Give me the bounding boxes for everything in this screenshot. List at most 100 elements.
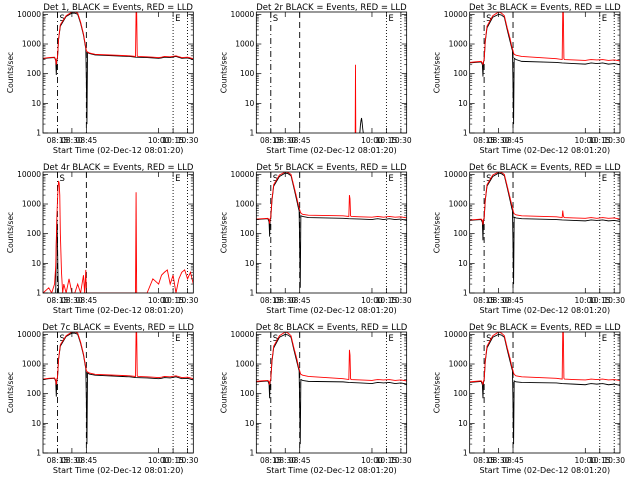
y-tick-label: 10 — [31, 419, 41, 428]
y-tick-label: 100 — [240, 69, 255, 78]
x-tick-label: 08:30 — [488, 456, 510, 465]
y-tick-label: 10 — [458, 419, 468, 428]
y-tick-label: 100 — [27, 389, 42, 398]
y-axis-label: Counts/sec — [6, 52, 15, 93]
series-line-lld — [469, 172, 620, 225]
series-line-lld — [469, 12, 620, 65]
x-tick-label: 08:45 — [289, 296, 311, 305]
x-tick-label: 10:00 — [574, 456, 596, 465]
x-axis-label: Start Time (02-Dec-12 08:01:20) — [480, 466, 611, 475]
panel-title: Det 9c BLACK = Events, RED = LLD — [469, 323, 621, 333]
x-tick-label: 08:45 — [502, 456, 524, 465]
x-tick-label: 10:30 — [390, 296, 412, 305]
y-tick-label: 1000 — [22, 40, 41, 49]
x-tick-label: 10:15 — [376, 456, 398, 465]
x-tick-label: 10:00 — [361, 136, 383, 145]
y-tick-label: 1 — [36, 449, 41, 458]
panel-title: Det 2r BLACK = Events, RED = LLD — [256, 3, 407, 13]
x-tick-label: 08:45 — [502, 136, 524, 145]
plot-frame — [42, 11, 194, 134]
y-tick-label: 10 — [245, 419, 255, 428]
series-line-lld — [256, 332, 407, 385]
x-tick-label: 10:15 — [376, 136, 398, 145]
y-tick-label: 10000 — [230, 170, 254, 179]
x-tick-label: 08:30 — [61, 136, 83, 145]
y-axis-label: Counts/sec — [6, 372, 15, 413]
panel-title: Det 6c BLACK = Events, RED = LLD — [469, 163, 621, 173]
panel-title: Det 8c BLACK = Events, RED = LLD — [256, 323, 408, 333]
y-axis-label: Counts/sec — [433, 212, 442, 253]
x-tick-label: 10:30 — [603, 456, 625, 465]
marker-label-E: E — [175, 14, 180, 24]
x-tick-label: 08:15 — [47, 456, 69, 465]
series-line-lld — [43, 12, 194, 65]
x-tick-label: 10:30 — [177, 456, 199, 465]
x-tick-label: 08:45 — [76, 136, 98, 145]
y-tick-label: 10 — [31, 259, 41, 268]
x-tick-label: 08:30 — [274, 296, 296, 305]
x-tick-label: 08:15 — [473, 456, 495, 465]
x-tick-label: 08:15 — [473, 296, 495, 305]
y-tick-label: 1000 — [449, 40, 468, 49]
panel-title: Det 7c BLACK = Events, RED = LLD — [42, 323, 194, 333]
series-line-events — [359, 117, 364, 133]
plot-frame — [469, 11, 621, 134]
marker-label-S: S — [59, 14, 64, 24]
y-tick-label: 1 — [36, 129, 41, 138]
y-tick-label: 1000 — [235, 200, 254, 209]
marker-label-E: E — [175, 174, 180, 184]
x-tick-label: 10:30 — [390, 136, 412, 145]
marker-label-E: E — [602, 14, 607, 24]
x-tick-label: 10:00 — [148, 296, 170, 305]
marker-label-E: E — [602, 334, 607, 344]
x-tick-label: 10:15 — [589, 456, 611, 465]
x-tick-label: 08:45 — [502, 296, 524, 305]
x-tick-label: 08:15 — [47, 136, 69, 145]
x-tick-label: 08:45 — [289, 136, 311, 145]
x-tick-label: 08:15 — [260, 136, 282, 145]
y-tick-label: 100 — [453, 229, 468, 238]
x-tick-label: 08:15 — [260, 296, 282, 305]
y-tick-label: 1 — [463, 449, 468, 458]
series-line-events — [256, 172, 407, 288]
x-tick-label: 10:00 — [361, 296, 383, 305]
x-tick-label: 10:30 — [177, 296, 199, 305]
y-tick-label: 1000 — [22, 200, 41, 209]
y-tick-label: 10 — [245, 99, 255, 108]
x-tick-label: 10:00 — [148, 136, 170, 145]
x-tick-label: 10:30 — [177, 136, 199, 145]
panel-title: Det 5r BLACK = Events, RED = LLD — [256, 163, 407, 173]
y-tick-label: 100 — [240, 229, 255, 238]
y-tick-label: 10000 — [444, 170, 468, 179]
y-tick-label: 1000 — [235, 360, 254, 369]
x-axis-label: Start Time (02-Dec-12 08:01:20) — [266, 306, 397, 315]
x-tick-label: 10:15 — [589, 296, 611, 305]
series-line-events — [469, 13, 620, 125]
x-tick-label: 08:30 — [274, 136, 296, 145]
y-tick-label: 1000 — [22, 360, 41, 369]
x-axis-label: Start Time (02-Dec-12 08:01:20) — [266, 146, 397, 155]
y-tick-label: 1 — [463, 129, 468, 138]
marker-label-E: E — [602, 174, 607, 184]
y-tick-label: 1000 — [235, 40, 254, 49]
y-tick-label: 1 — [36, 289, 41, 298]
series-line-lld — [469, 332, 620, 385]
y-axis-label: Counts/sec — [433, 372, 442, 413]
panel-title: Det 1, BLACK = Events, RED = LLD — [43, 3, 193, 13]
series-line-events — [469, 172, 620, 285]
x-tick-label: 08:30 — [61, 456, 83, 465]
x-axis-label: Start Time (02-Dec-12 08:01:20) — [266, 466, 397, 475]
x-tick-label: 08:45 — [76, 456, 98, 465]
x-tick-label: 08:45 — [76, 296, 98, 305]
x-tick-label: 10:30 — [390, 456, 412, 465]
x-tick-label: 10:00 — [148, 456, 170, 465]
x-tick-label: 08:15 — [47, 296, 69, 305]
y-axis-label: Counts/sec — [219, 212, 228, 253]
y-tick-label: 100 — [240, 389, 255, 398]
series-line-lld — [256, 172, 407, 224]
